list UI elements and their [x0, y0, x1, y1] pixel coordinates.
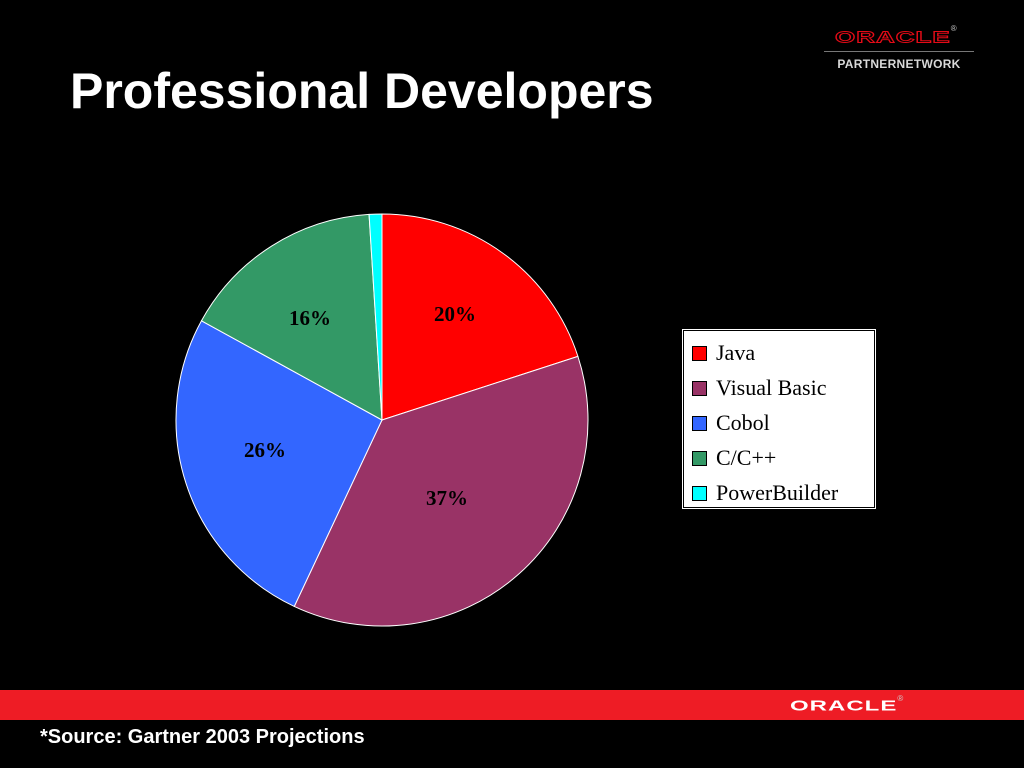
oracle-logo-bottom-text: ORACLE	[790, 697, 898, 715]
slide-title: Professional Developers	[70, 63, 654, 119]
pie-slice-visual-basic	[293, 355, 589, 627]
legend-label-powerbuilder: PowerBuilder	[716, 480, 839, 505]
legend-swatch-powerbuilder	[692, 485, 707, 501]
legend-item-java: Java	[692, 341, 755, 365]
oracle-logo-bottom: ORACLE®	[790, 694, 903, 718]
legend-label-c-cpp: C/C++	[716, 445, 777, 470]
legend-swatch-java	[692, 345, 707, 361]
pie-label-powerbuilder: 1%	[359, 191, 391, 215]
legend-item-cobol: Cobol	[692, 411, 770, 435]
pie-label-cobol: 26%	[244, 438, 286, 462]
pie-slice-java	[381, 213, 579, 421]
pie-slice-powerbuilder	[368, 213, 383, 421]
legend-item-visual-basic: Visual Basic	[692, 376, 827, 400]
pie-label-java: 20%	[434, 302, 476, 326]
trademark-symbol: ®	[950, 24, 957, 33]
legend-item-c-cpp: C/C++	[692, 446, 776, 470]
legend-swatch-cobol	[692, 415, 707, 431]
pie-label-c-c-: 16%	[289, 306, 331, 330]
legend-item-powerbuilder: PowerBuilder	[692, 481, 838, 505]
legend-label-visual-basic: Visual Basic	[716, 375, 827, 400]
footer-red-bar	[0, 690, 1024, 720]
source-note: *Source: Gartner 2003 Projections	[40, 726, 365, 748]
pie-slice-c-c-	[200, 213, 383, 421]
oracle-logo-text: ORACLE	[834, 27, 951, 47]
oracle-logo-top: ORACLE®	[834, 24, 957, 51]
legend-label-java: Java	[716, 340, 756, 365]
pie-label-visual-basic: 37%	[426, 486, 468, 510]
legend-swatch-c-cpp	[692, 450, 707, 466]
trademark-symbol-bottom: ®	[897, 694, 904, 703]
pie-chart: 20% 37% 26% 16% 1%	[175, 191, 589, 627]
legend-swatch-visual-basic	[692, 380, 707, 396]
oracle-partnernetwork-logo: ORACLE® PARTNERNETWORK	[824, 22, 974, 74]
legend-label-cobol: Cobol	[716, 410, 770, 435]
logo-divider	[824, 51, 974, 52]
partner-network-label: PARTNERNETWORK	[837, 57, 961, 71]
chart-legend: Java Visual Basic Cobol C/C++ PowerBuild…	[683, 330, 875, 508]
